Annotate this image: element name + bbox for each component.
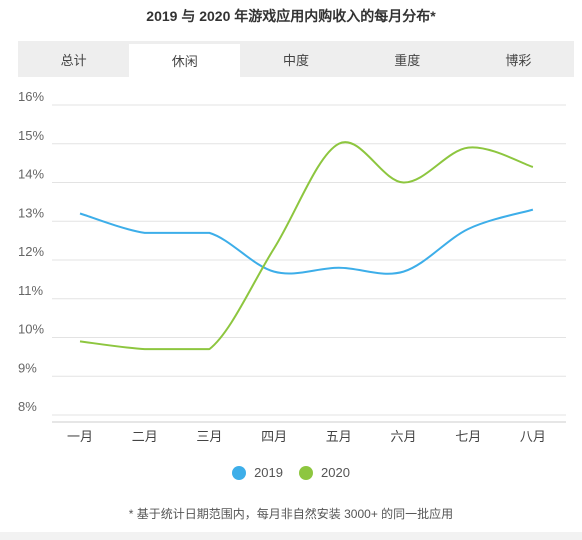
legend-label-2019: 2019 — [254, 465, 283, 480]
y-tick-label: 13% — [18, 205, 44, 220]
x-tick-label: 三月 — [196, 429, 222, 444]
chart-grid — [52, 104, 566, 423]
tab-total[interactable]: 总计 — [60, 52, 87, 68]
bottom-band — [0, 532, 582, 540]
footnote: * 基于统计日期范围内，每月非自然安装 3000+ 的同一批应用 — [128, 507, 454, 521]
legend-swatch-2019 — [232, 465, 247, 480]
x-tick-label: 五月 — [326, 429, 352, 444]
tab-casual[interactable]: 休闲 — [129, 44, 241, 77]
legend-item-2020[interactable]: 2020 — [299, 465, 350, 480]
line-chart: 8% 9% 10% 11% 12% 13% 14% 15% 16% 一月 二月 三月 四月 五月 六月 七月… — [18, 89, 566, 444]
y-tick-label: 14% — [18, 167, 44, 182]
tab-hardcore[interactable]: 重度 — [394, 52, 421, 68]
legend-item-2019[interactable]: 2019 — [232, 465, 283, 480]
tab-casino[interactable]: 博彩 — [505, 52, 532, 68]
chart-legend: 2019 2020 — [0, 465, 582, 480]
y-tick-label: 12% — [18, 244, 44, 259]
legend-swatch-2020 — [299, 465, 313, 480]
y-tick-label: 11% — [18, 283, 43, 298]
x-tick-label: 四月 — [261, 429, 287, 444]
x-tick-label: 八月 — [520, 429, 546, 444]
y-tick-label: 8% — [18, 399, 37, 414]
chart-series-lines — [79, 141, 534, 351]
x-tick-label: 六月 — [390, 429, 416, 444]
series-line-2019[interactable] — [79, 208, 534, 275]
chart-title: 2019 与 2020 年游戏应用内购收入的每月分布* — [146, 8, 436, 24]
y-tick-label: 15% — [18, 128, 44, 143]
x-tick-label: 七月 — [455, 429, 481, 444]
y-tick-label: 16% — [18, 89, 44, 104]
y-tick-label: 9% — [18, 360, 37, 375]
tab-midcore[interactable]: 中度 — [283, 52, 310, 68]
x-tick-label: 二月 — [132, 429, 158, 444]
y-tick-label: 10% — [18, 322, 44, 337]
category-tabs: 总计 休闲 中度 重度 博彩 — [18, 41, 574, 77]
x-tick-label: 一月 — [67, 429, 93, 444]
series-line-2020[interactable] — [79, 141, 534, 351]
legend-label-2020: 2020 — [321, 465, 350, 480]
x-axis-ticks: 一月 二月 三月 四月 五月 六月 七月 八月 — [67, 429, 546, 444]
y-axis-ticks: 8% 9% 10% 11% 12% 13% 14% 15% 16% — [18, 89, 44, 414]
